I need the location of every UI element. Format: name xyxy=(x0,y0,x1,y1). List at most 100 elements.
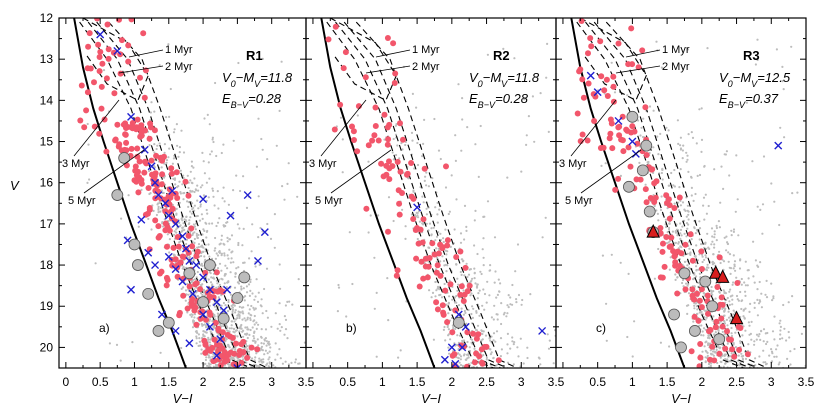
field-star-point xyxy=(211,187,214,190)
member-star-point xyxy=(647,195,654,201)
field-star-point xyxy=(180,129,183,132)
field-star-point xyxy=(246,304,250,307)
field-star-point xyxy=(749,302,752,305)
member-star-point xyxy=(396,211,403,218)
cross-marker xyxy=(168,186,177,195)
member-star-point xyxy=(434,306,441,313)
field-star-point xyxy=(459,363,463,367)
field-star-point xyxy=(452,326,455,329)
field-star-point xyxy=(759,261,762,264)
field-star-point xyxy=(249,289,252,292)
field-star-point xyxy=(760,292,763,295)
field-star-point xyxy=(667,228,671,231)
field-star-point xyxy=(496,313,499,316)
field-star-point xyxy=(490,316,493,319)
field-star-point xyxy=(449,338,452,341)
field-star-point xyxy=(485,358,488,361)
field-star-point xyxy=(223,200,226,203)
member-star-point xyxy=(615,40,622,47)
field-star-point xyxy=(203,117,206,120)
cross-marker xyxy=(454,310,463,319)
field-star-point xyxy=(704,254,707,257)
field-star-point xyxy=(765,296,769,299)
field-star-point xyxy=(137,225,140,228)
member-star-point xyxy=(123,139,130,146)
member-star-point xyxy=(161,153,167,160)
field-star-point xyxy=(705,350,708,353)
field-star-point xyxy=(201,293,204,297)
member-star-point xyxy=(385,228,391,235)
field-star-point xyxy=(690,194,693,197)
field-star-point xyxy=(232,139,235,142)
field-star-point xyxy=(751,370,753,372)
field-star-point xyxy=(666,231,669,234)
field-star-point xyxy=(456,277,459,280)
field-star-point xyxy=(239,325,242,328)
field-star-point xyxy=(208,318,211,321)
member-star-point xyxy=(189,243,196,250)
cross-marker xyxy=(260,228,269,237)
member-star-point xyxy=(185,232,192,239)
field-star-point xyxy=(698,272,702,275)
member-star-point xyxy=(464,329,471,336)
member-star-point xyxy=(464,288,471,295)
field-star-point xyxy=(241,310,244,313)
member-star-point xyxy=(375,137,382,144)
field-star-point xyxy=(237,241,240,245)
field-star-point xyxy=(423,118,426,121)
field-star-point xyxy=(201,184,204,187)
field-star-point xyxy=(690,175,693,178)
field-star-point xyxy=(281,362,284,365)
field-star-point xyxy=(223,364,226,367)
field-star-point xyxy=(226,310,230,313)
field-star-point xyxy=(447,334,450,337)
field-star-point xyxy=(706,232,709,235)
label-arrow xyxy=(118,65,164,74)
field-star-point xyxy=(250,304,253,308)
field-star-point xyxy=(205,230,208,233)
member-star-point xyxy=(238,359,245,366)
field-star-point xyxy=(213,313,216,317)
field-star-point xyxy=(520,303,523,306)
field-star-point xyxy=(148,144,151,147)
field-star-point xyxy=(732,313,735,316)
field-star-point xyxy=(237,243,240,247)
cross-marker xyxy=(614,116,623,125)
field-star-point xyxy=(227,203,230,206)
field-star-point xyxy=(499,282,502,285)
member-star-point xyxy=(663,192,670,199)
field-star-point xyxy=(447,301,450,304)
field-star-point xyxy=(696,174,699,177)
field-star-point xyxy=(539,363,542,366)
field-star-point xyxy=(728,290,731,293)
halpha-circle xyxy=(142,287,155,300)
member-star-point xyxy=(134,153,141,160)
member-star-point xyxy=(372,123,379,129)
field-star-point xyxy=(758,280,761,284)
member-star-point xyxy=(697,341,704,347)
field-star-point xyxy=(215,224,218,228)
field-star-point xyxy=(231,308,235,311)
field-star-point xyxy=(516,346,519,349)
member-star-point xyxy=(670,248,677,255)
member-star-point xyxy=(168,170,175,177)
field-star-point xyxy=(698,324,701,327)
halpha-circle xyxy=(183,267,196,280)
field-star-point xyxy=(86,122,89,126)
member-star-point xyxy=(473,335,480,342)
plot-area-r2 xyxy=(320,18,556,368)
field-star-point xyxy=(676,234,679,237)
member-star-point xyxy=(136,126,143,132)
member-star-point xyxy=(119,37,125,44)
field-star-point xyxy=(220,369,222,371)
field-star-point xyxy=(486,53,489,56)
field-star-point xyxy=(720,165,723,168)
field-star-point xyxy=(640,126,643,129)
field-star-point xyxy=(783,136,786,139)
field-star-point xyxy=(246,318,249,321)
field-star-point xyxy=(226,267,229,270)
isochrone-line xyxy=(87,21,252,368)
field-star-point xyxy=(756,298,759,301)
field-star-point xyxy=(284,328,288,331)
